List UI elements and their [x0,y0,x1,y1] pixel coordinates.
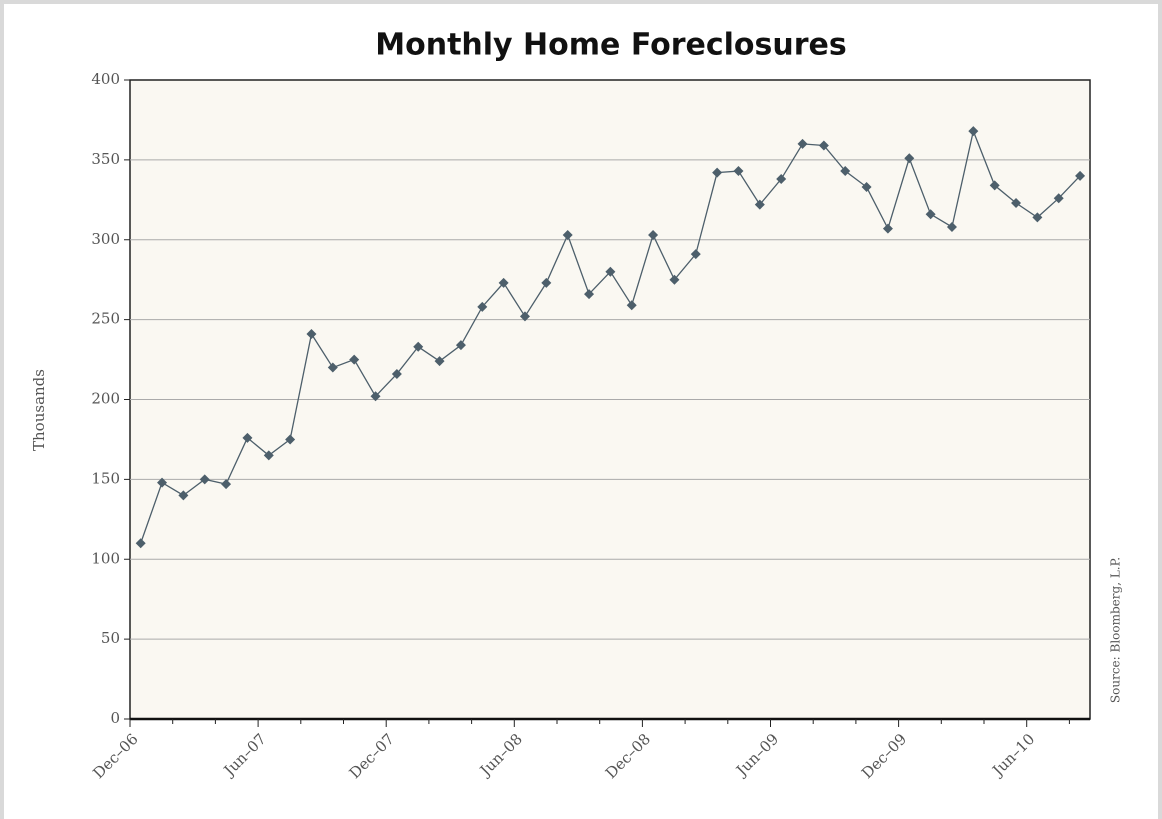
y-tick-label: 50 [101,629,120,647]
data-point [946,221,957,232]
data-point [925,209,936,220]
data-point [541,277,552,288]
data-point [584,289,595,300]
data-point [968,126,979,137]
data-point [1075,170,1086,181]
data-point [519,311,530,322]
y-tick-label: 250 [91,310,120,328]
data-point [434,356,445,367]
data-point [199,474,210,485]
data-point [498,277,509,288]
data-point [648,229,659,240]
y-tick-label: 300 [91,230,120,248]
data-point [221,479,232,490]
source-note: Source: Bloomberg, L.P. [1109,557,1123,703]
data-point [626,300,637,311]
data-point [605,266,616,277]
data-point [818,140,829,151]
data-point [135,538,146,549]
data-point [1053,193,1064,204]
data-point [882,223,893,234]
data-point [562,229,573,240]
data-point [776,174,787,185]
data-point [904,153,915,164]
data-point [306,329,317,340]
y-tick-label: 350 [91,150,120,168]
data-point [754,199,765,210]
y-tick-label: 200 [91,390,120,408]
data-point [861,182,872,193]
data-point [178,490,189,501]
data-point [477,301,488,312]
data-point [157,477,168,488]
data-point [455,340,466,351]
y-tick-label: 400 [91,70,120,88]
y-tick-label: 0 [110,709,120,727]
data-point [1032,212,1043,223]
data-point [797,138,808,149]
data-point [1011,198,1022,209]
data-point [285,434,296,445]
data-point [989,180,1000,191]
y-tick-label: 150 [91,469,120,487]
data-point [391,368,402,379]
chart-title: Monthly Home Foreclosures [375,28,847,63]
data-point [370,391,381,402]
data-point [349,354,360,365]
y-tick-label: 100 [91,549,120,567]
y-axis-label: Thousands [30,369,48,451]
data-point [263,450,274,461]
data-point [712,167,723,178]
data-point [242,432,253,443]
data-point [669,274,680,285]
data-point [327,362,338,373]
data-point [840,166,851,177]
data-point [733,166,744,177]
data-point [690,249,701,260]
data-point [413,341,424,352]
